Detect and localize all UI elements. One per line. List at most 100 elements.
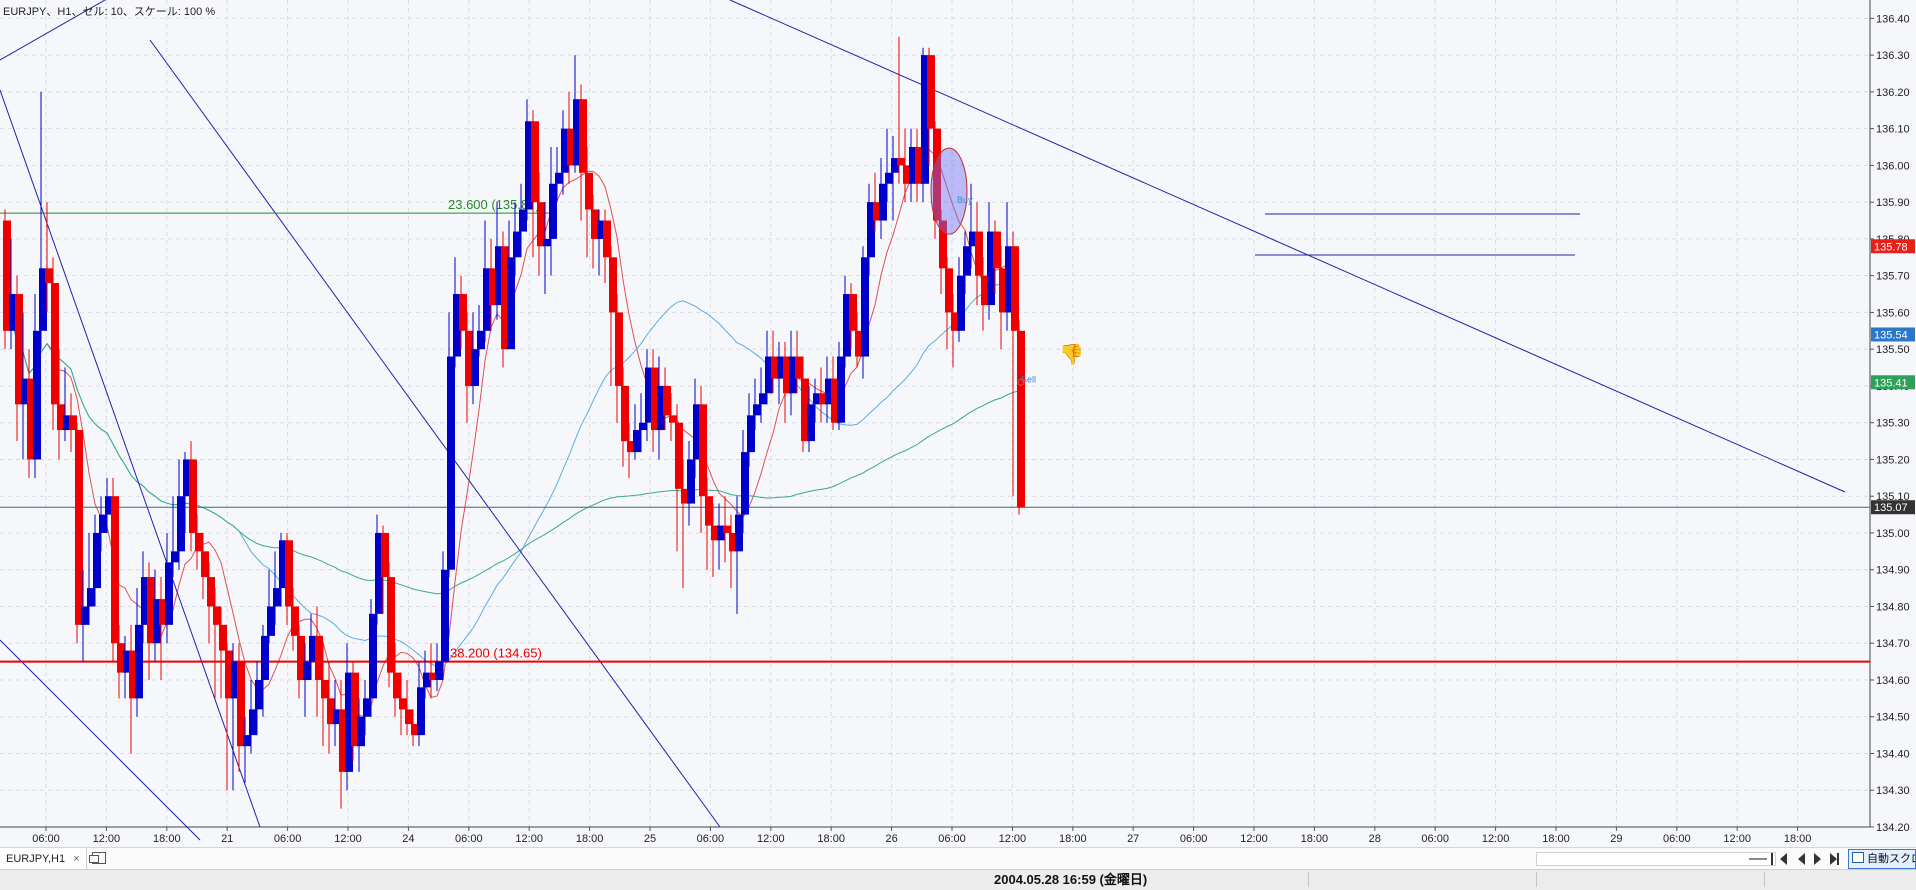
chart-area[interactable]: 136.40 136.30 136.20 136.10 136.00 135.90 135.… [0,0,1916,847]
y-tick-label: 136.20 [1876,87,1910,99]
candle-body [927,55,935,129]
x-tick-label: 21 [221,833,233,845]
candle-body [999,268,1007,313]
candle-body [399,698,407,710]
candle-body [579,99,587,173]
trendline [729,0,1846,493]
y-tick-label: 134.20 [1876,822,1910,834]
candle-body [897,158,905,166]
candle-body [903,165,911,184]
candle-body [909,147,917,184]
chart-canvas[interactable]: 136.40 136.30 136.20 136.10 136.00 135.90 135.… [0,0,1916,847]
candle-body [423,672,431,688]
autoscroll-button[interactable]: 自動スクロール [1848,849,1916,869]
candle-body [597,220,605,239]
candle-body [945,268,953,313]
candle-body [777,356,785,379]
candle-body [27,378,35,460]
status-divider [1764,872,1765,887]
y-tick-label: 135.60 [1876,307,1910,319]
x-tick-label: 28 [1369,833,1381,845]
y-tick-label: 135.20 [1876,454,1910,466]
candle-body [135,624,143,699]
chart-tab[interactable]: EURJPY,H1 × [0,848,87,870]
candle-body [153,599,161,644]
candle-body [165,562,173,625]
y-tick-label: 136.40 [1876,13,1910,25]
y-tick-label: 135.10 [1876,491,1910,503]
x-tick-label: 18:00 [817,833,845,845]
candle-body [639,422,647,431]
price-tag [1871,239,1915,254]
y-tick-label: 135.30 [1876,418,1910,430]
candle-body [651,367,659,431]
candle-body [117,643,125,673]
x-tick-label: 18:00 [1301,833,1329,845]
x-tick-label: 06:00 [274,833,302,845]
candle-body [297,635,305,680]
candle-body [447,356,455,570]
fib-level-label: 38.200 (134.65) [450,646,542,661]
candle-body [291,606,299,636]
candle-body [861,257,869,357]
fib-level-label: 23.600 (135.87) [448,197,540,212]
candle-body [441,569,449,662]
x-tick-label: 06:00 [1663,833,1691,845]
candle-body [279,540,287,589]
candle-body [825,378,833,405]
candle-body [375,532,383,614]
candle-body [513,231,521,258]
candle-body [849,294,857,331]
y-tick-label: 136.00 [1876,160,1910,172]
candle-body [615,312,623,386]
scrollbar-thumb[interactable] [1749,858,1767,860]
candle-body [783,356,791,394]
candle-body [855,330,863,357]
candle-body [657,385,665,431]
candle-body [123,650,131,673]
x-tick-label: 26 [885,833,897,845]
candle-body [1011,246,1019,331]
trendline [149,39,721,828]
buy-marker-icon [930,147,968,235]
candle-body [225,650,233,699]
candle-body [93,532,101,589]
candle-body [21,378,29,405]
nav-prev-icon[interactable] [1798,853,1805,865]
candle-body [99,514,107,533]
candle-body [525,121,533,210]
y-tick-label: 134.40 [1876,748,1910,760]
x-tick-label: 06:00 [1180,833,1208,845]
candle-body [33,330,41,460]
x-tick-label: 18:00 [1784,833,1812,845]
candle-body [321,679,329,699]
nav-last-icon[interactable] [1830,853,1839,865]
candle-body [261,635,269,680]
candle-body [249,709,257,736]
candle-body [879,183,887,221]
y-tick-label: 134.70 [1876,638,1910,650]
y-tick-label: 136.10 [1876,124,1910,136]
candle-body [741,452,749,515]
nav-next-icon[interactable] [1814,853,1821,865]
candle-body [951,312,959,331]
price-tag-label: 135.78 [1874,241,1908,253]
price-tag-label: 135.41 [1874,377,1908,389]
candle-body [573,99,581,166]
tab-close-icon[interactable]: × [73,853,80,865]
autoscroll-icon [1852,852,1864,863]
candle-body [765,356,773,394]
candle-body [549,183,557,239]
nav-first-icon[interactable] [1771,853,1787,865]
candle-body [213,606,221,625]
x-tick-label: 24 [402,833,414,845]
x-tick-label: 18:00 [1542,833,1570,845]
candle-body [177,496,185,552]
candle-body [723,525,731,533]
candle-body [957,275,965,331]
status-bar: 2004.05.28 16:59 (金曜日) [0,869,1916,890]
candle-body [609,257,617,313]
candle-body [789,356,797,394]
window-detach-icon[interactable] [89,852,106,864]
chart-scrollbar[interactable] [1536,852,1776,866]
